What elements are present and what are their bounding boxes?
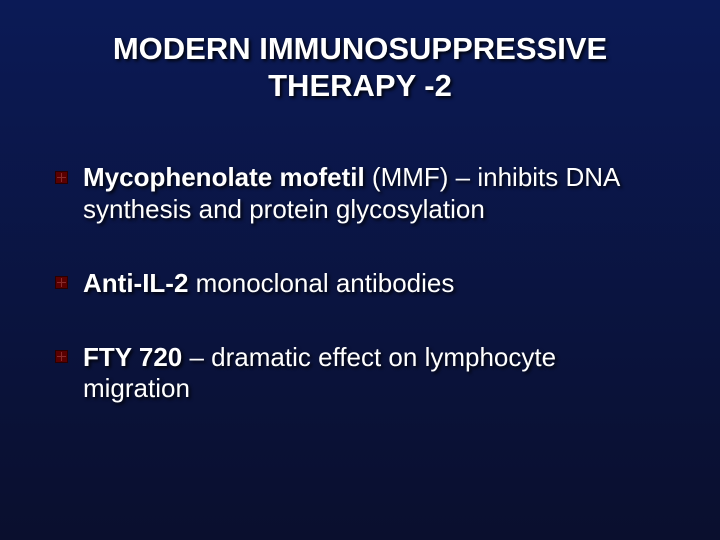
bullet-rest: monoclonal antibodies bbox=[188, 268, 454, 298]
title-line-1: MODERN IMMUNOSUPPRESSIVE bbox=[113, 31, 607, 66]
bullet-icon bbox=[55, 276, 68, 289]
list-item: Mycophenolate mofetil (MMF) – inhibits D… bbox=[55, 162, 665, 225]
bullet-icon bbox=[55, 171, 68, 184]
bullet-bold: Anti-IL-2 bbox=[83, 268, 188, 298]
list-item: FTY 720 – dramatic effect on lymphocyte … bbox=[55, 342, 665, 405]
title-line-2: THERAPY -2 bbox=[268, 68, 452, 103]
bullet-bold: FTY 720 bbox=[83, 342, 182, 372]
slide-title: MODERN IMMUNOSUPPRESSIVE THERAPY -2 bbox=[55, 30, 665, 104]
list-item: Anti-IL-2 monoclonal antibodies bbox=[55, 268, 665, 300]
bullet-bold: Mycophenolate mofetil bbox=[83, 162, 365, 192]
bullet-list: Mycophenolate mofetil (MMF) – inhibits D… bbox=[55, 162, 665, 405]
bullet-icon bbox=[55, 350, 68, 363]
slide: MODERN IMMUNOSUPPRESSIVE THERAPY -2 Myco… bbox=[0, 0, 720, 540]
